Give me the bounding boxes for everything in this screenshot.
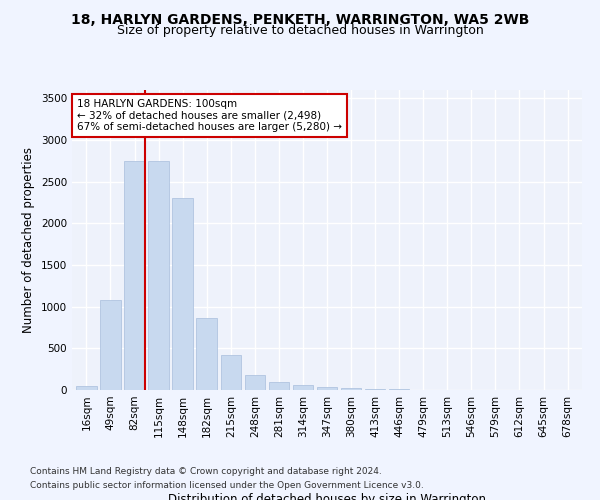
Bar bbox=[148, 161, 169, 390]
Bar bbox=[293, 384, 313, 390]
Bar bbox=[76, 386, 97, 390]
Bar bbox=[341, 388, 361, 390]
Text: 18 HARLYN GARDENS: 100sqm
← 32% of detached houses are smaller (2,498)
67% of se: 18 HARLYN GARDENS: 100sqm ← 32% of detac… bbox=[77, 99, 342, 132]
Text: Contains public sector information licensed under the Open Government Licence v3: Contains public sector information licen… bbox=[30, 481, 424, 490]
Bar bbox=[269, 382, 289, 390]
Text: Size of property relative to detached houses in Warrington: Size of property relative to detached ho… bbox=[116, 24, 484, 37]
Bar bbox=[100, 300, 121, 390]
X-axis label: Distribution of detached houses by size in Warrington: Distribution of detached houses by size … bbox=[168, 492, 486, 500]
Y-axis label: Number of detached properties: Number of detached properties bbox=[22, 147, 35, 333]
Bar bbox=[317, 387, 337, 390]
Text: Contains HM Land Registry data © Crown copyright and database right 2024.: Contains HM Land Registry data © Crown c… bbox=[30, 467, 382, 476]
Bar bbox=[172, 198, 193, 390]
Text: 18, HARLYN GARDENS, PENKETH, WARRINGTON, WA5 2WB: 18, HARLYN GARDENS, PENKETH, WARRINGTON,… bbox=[71, 12, 529, 26]
Bar bbox=[124, 161, 145, 390]
Bar bbox=[365, 389, 385, 390]
Bar bbox=[245, 376, 265, 390]
Bar bbox=[196, 318, 217, 390]
Bar bbox=[221, 355, 241, 390]
